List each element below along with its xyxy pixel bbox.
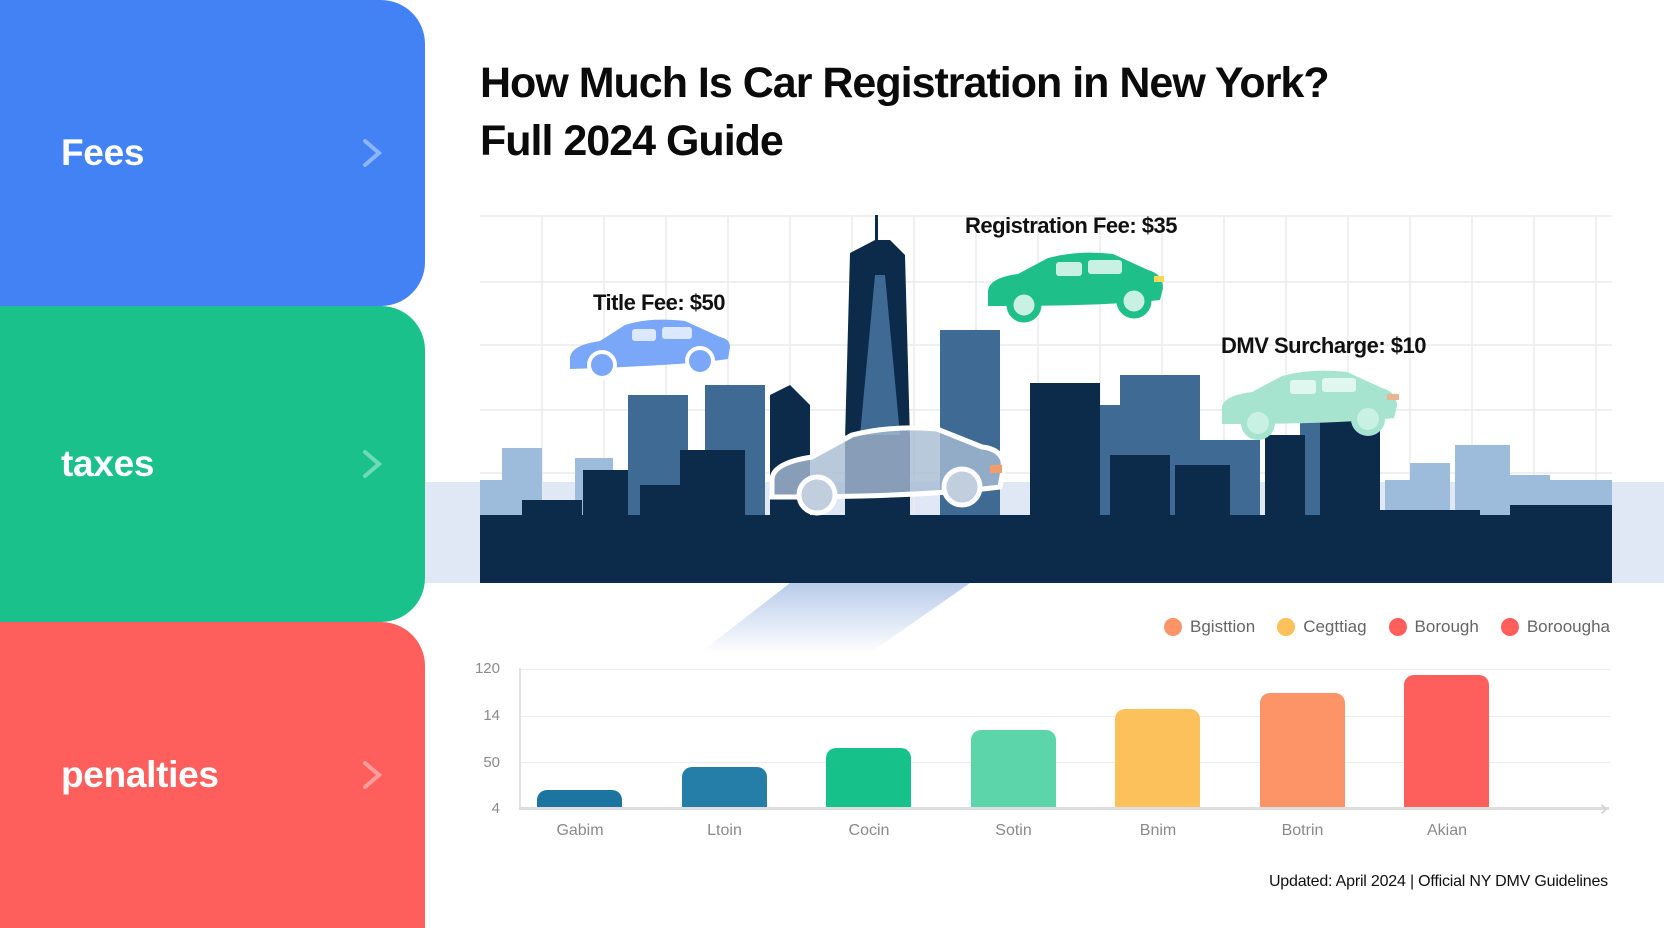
bar <box>970 730 1056 808</box>
sidebar-item-penalties[interactable]: penalties <box>0 622 425 928</box>
car-icon-title-fee <box>570 319 730 380</box>
y-axis <box>519 668 521 809</box>
bar <box>537 790 622 808</box>
car-icon-dmv-surcharge <box>1222 370 1399 440</box>
x-tick-label: Cocin <box>848 822 890 839</box>
y-tick: 50 <box>483 754 500 771</box>
chevron-right-icon <box>363 450 383 478</box>
skyline-illustration <box>480 160 1612 583</box>
bar-chart: 120 14 50 4 › Gabim Ltoin Cocin Sotin Bnim Bo… <box>460 650 1664 850</box>
callout-registration-fee: Registration Fee: $35 <box>965 213 1178 238</box>
title-line-2: Full 2024 Guide <box>480 117 784 165</box>
x-tick-label: Bnim <box>1139 822 1177 839</box>
chevron-right-icon <box>363 139 383 167</box>
sidebar-item-fees[interactable]: Fees <box>0 0 425 306</box>
gridline <box>520 762 1610 763</box>
city-skyline-graphic <box>480 160 1612 583</box>
legend-item: Boroougha <box>1500 617 1610 637</box>
chart-legend: Bgisttion Cegttiag Borough Boroougha <box>1164 617 1610 637</box>
chevron-right-icon: › <box>1600 795 1608 820</box>
x-tick-label: Gabim <box>556 822 604 839</box>
page-title: How Much Is Car Registration in New York… <box>480 54 1330 170</box>
chevron-right-icon <box>363 761 383 789</box>
x-axis <box>519 807 1609 810</box>
sidebar-item-label: Fees <box>61 132 145 173</box>
bar <box>681 767 767 808</box>
legend-dot <box>1164 618 1182 636</box>
y-tick: 14 <box>483 707 500 724</box>
sidebar-item-taxes[interactable]: taxes <box>0 306 425 622</box>
y-tick: 4 <box>491 800 500 817</box>
x-tick-label: Botrin <box>1281 822 1324 839</box>
bar <box>1259 692 1345 808</box>
legend-dot <box>1500 618 1519 636</box>
bar <box>1115 708 1200 808</box>
callout-dmv-surcharge: DMV Surcharge: $10 <box>1221 333 1426 358</box>
title-line-1: How Much Is Car Registration in New York… <box>480 59 1330 107</box>
x-tick-label: Sotin <box>995 822 1032 839</box>
car-icon-registration-fee <box>988 252 1164 323</box>
legend-dot <box>1388 618 1407 636</box>
bar <box>826 748 911 808</box>
footer-note: Updated: April 2024 | Official NY DMV Gu… <box>1268 873 1608 890</box>
legend-dot <box>1277 618 1296 636</box>
y-tick: 120 <box>474 660 500 677</box>
callout-title-fee: Title Fee: $50 <box>593 290 726 315</box>
gridline <box>520 669 1610 670</box>
x-tick-label: Ltoin <box>707 822 742 839</box>
shadow-graphic <box>700 583 970 653</box>
bar <box>1404 674 1489 808</box>
car-icon-outline <box>769 425 1007 516</box>
sidebar-item-label: taxes <box>61 443 155 484</box>
x-tick-label: Akian <box>1426 822 1468 839</box>
gridline <box>520 716 1610 717</box>
legend-item: Cegttiag <box>1277 617 1367 637</box>
sidebar-item-label: penalties <box>61 754 219 795</box>
legend-item: Bgisttion <box>1164 617 1255 637</box>
legend-item: Borough <box>1388 617 1479 637</box>
